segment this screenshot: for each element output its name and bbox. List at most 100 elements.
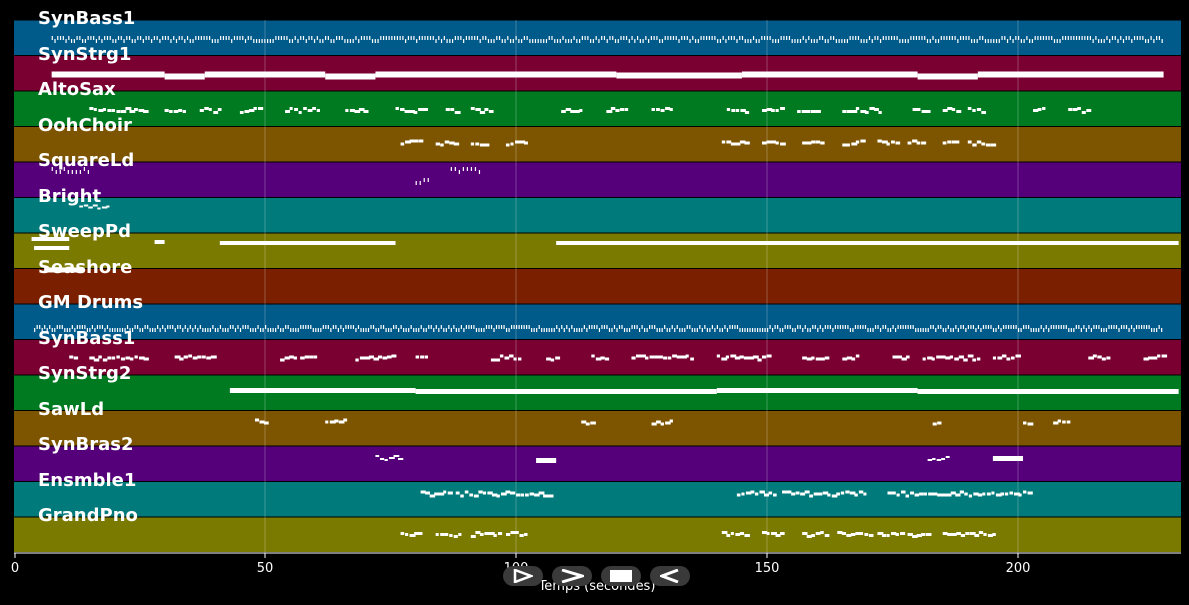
- note-mark: [869, 328, 872, 332]
- note-mark: [761, 531, 768, 534]
- note-mark: [1028, 325, 1030, 329]
- note-mark: [479, 143, 485, 147]
- note-mark: [937, 39, 940, 43]
- note-mark: [382, 356, 388, 360]
- note-mark: [1020, 39, 1022, 43]
- note-mark: [90, 36, 92, 40]
- note-mark: [222, 36, 225, 40]
- note-mark: [754, 328, 756, 332]
- note-mark: [729, 325, 731, 329]
- note-mark: [120, 36, 122, 40]
- note-mark: [128, 36, 131, 40]
- note-mark: [134, 325, 136, 329]
- note-mark: [156, 36, 158, 40]
- note-mark: [1125, 325, 1128, 329]
- note-mark: [973, 492, 979, 496]
- note-mark: [120, 357, 125, 361]
- note-mark: [97, 207, 101, 210]
- note-mark: [483, 328, 485, 332]
- note-mark: [694, 328, 696, 332]
- note-mark: [846, 356, 853, 360]
- note-mark: [791, 39, 793, 43]
- note-mark: [54, 328, 56, 332]
- note-mark: [900, 325, 902, 329]
- note-mark: [142, 328, 144, 332]
- note-mark: [538, 491, 545, 495]
- note-mark: [958, 355, 964, 359]
- note-mark: [1097, 355, 1102, 359]
- note-mark: [138, 109, 145, 112]
- note-mark: [571, 325, 573, 329]
- note-mark: [802, 532, 808, 535]
- note-mark: [665, 421, 671, 425]
- note-mark: [877, 36, 879, 40]
- note-mark: [757, 358, 762, 362]
- note-mark: [1023, 421, 1027, 425]
- note-mark: [1034, 36, 1036, 40]
- note-mark: [913, 36, 915, 40]
- note-mark: [83, 204, 89, 207]
- note-mark: [490, 358, 497, 362]
- note-mark: [842, 325, 844, 329]
- note-mark: [478, 328, 480, 332]
- stop-button[interactable]: [601, 566, 641, 586]
- note-mark: [207, 328, 209, 332]
- note-mark: [249, 328, 252, 332]
- note-mark: [415, 328, 417, 332]
- note-mark: [1033, 109, 1039, 112]
- note-mark: [327, 325, 329, 329]
- note-mark: [449, 39, 451, 43]
- note-mark: [598, 39, 600, 43]
- rewind-button[interactable]: [650, 566, 690, 586]
- note-mark: [1084, 36, 1086, 40]
- note-mark: [890, 532, 897, 535]
- forward-button[interactable]: [552, 566, 592, 586]
- note-mark: [250, 36, 252, 40]
- note-mark: [1092, 354, 1097, 358]
- note-mark: [435, 533, 439, 536]
- note-mark: [801, 110, 807, 113]
- play-button[interactable]: [503, 566, 543, 586]
- note-mark: [625, 36, 628, 40]
- note-mark: [391, 36, 393, 40]
- note-mark: [325, 325, 327, 329]
- note-mark: [67, 170, 69, 174]
- note-mark: [503, 325, 505, 329]
- note-mark: [399, 36, 401, 40]
- note-mark: [518, 39, 520, 43]
- note-mark: [768, 491, 773, 495]
- note-mark: [280, 328, 282, 332]
- note-mark: [310, 325, 312, 329]
- note-mark: [946, 36, 948, 40]
- note-mark: [59, 325, 61, 329]
- note-mark: [93, 358, 100, 362]
- note-mark: [855, 532, 861, 535]
- note-mark: [443, 36, 445, 40]
- note-mark: [565, 108, 572, 111]
- note-mark: [767, 328, 769, 332]
- note-mark: [316, 109, 320, 112]
- note-mark: [1012, 325, 1015, 329]
- note-mark: [842, 357, 848, 361]
- note-mark: [926, 110, 931, 113]
- note-mark: [852, 36, 854, 40]
- note-mark: [756, 328, 759, 332]
- note-mark: [947, 325, 949, 329]
- note-mark: [197, 36, 200, 40]
- note-mark: [458, 533, 462, 536]
- note-mark: [116, 328, 119, 332]
- note-mark: [1146, 325, 1148, 329]
- note-mark: [556, 325, 558, 329]
- note-mark: [413, 36, 415, 40]
- note-mark: [197, 355, 202, 359]
- note-mark: [638, 328, 641, 332]
- note-mark: [513, 325, 515, 329]
- note-mark: [780, 142, 786, 146]
- note-mark: [147, 325, 149, 329]
- note-mark: [315, 328, 317, 332]
- note-mark: [806, 141, 812, 145]
- note-mark: [380, 36, 382, 40]
- note-mark: [93, 108, 97, 111]
- note-mark: [965, 532, 970, 535]
